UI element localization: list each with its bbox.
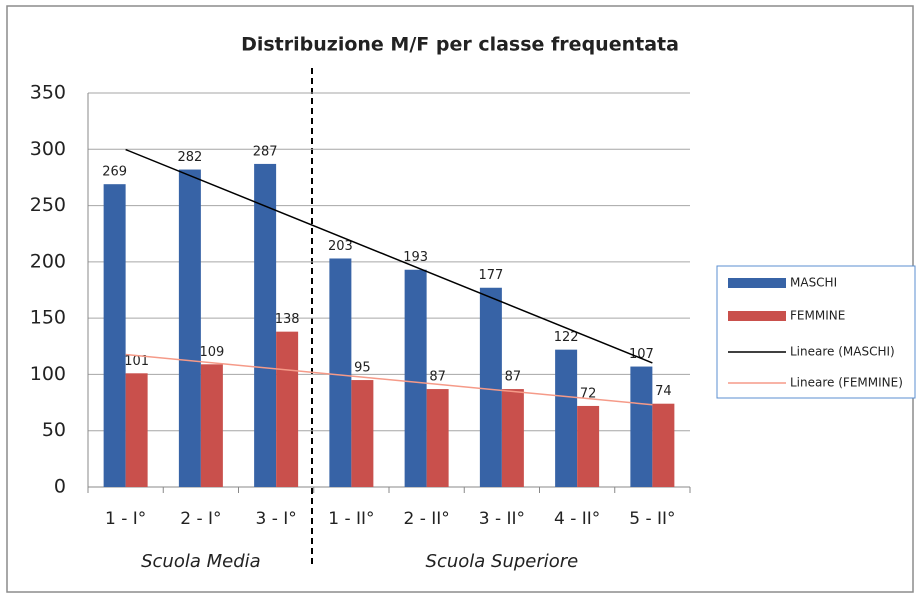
x-tick-label: 1 - II° xyxy=(328,509,374,529)
trend-line xyxy=(125,353,653,406)
data-label: 87 xyxy=(505,370,522,385)
data-label: 101 xyxy=(124,354,149,369)
x-tick-label: 5 - II° xyxy=(629,509,675,529)
bar xyxy=(276,331,299,487)
y-tick-label: 0 xyxy=(54,476,66,498)
legend-swatch xyxy=(728,311,786,321)
x-tick-label: 4 - II° xyxy=(554,509,600,529)
y-tick-label: 350 xyxy=(30,82,66,104)
y-tick-label: 250 xyxy=(30,194,66,216)
legend-label: Lineare (FEMMINE) xyxy=(790,376,903,390)
data-label: 107 xyxy=(629,347,654,362)
x-tick-label: 1 - I° xyxy=(105,509,146,529)
bar xyxy=(479,287,502,487)
legend-label: MASCHI xyxy=(790,276,837,290)
data-label: 109 xyxy=(199,345,224,360)
bar xyxy=(652,403,675,487)
data-label: 269 xyxy=(102,165,127,180)
bar xyxy=(178,169,201,487)
data-label: 95 xyxy=(354,361,371,376)
data-label: 122 xyxy=(554,330,579,345)
data-label: 287 xyxy=(253,144,278,159)
y-tick-label: 150 xyxy=(30,307,66,329)
section-label: Scuola Media xyxy=(141,551,261,572)
bar xyxy=(125,373,148,487)
legend-label: FEMMINE xyxy=(790,309,845,323)
bar xyxy=(200,364,223,487)
data-label: 138 xyxy=(275,312,300,327)
x-tick-label: 3 - I° xyxy=(255,509,296,529)
data-label: 87 xyxy=(429,370,446,385)
bar xyxy=(351,380,374,487)
data-label: 177 xyxy=(478,268,503,283)
legend-label: Lineare (MASCHI) xyxy=(790,345,895,359)
bar xyxy=(577,405,600,487)
y-tick-label: 100 xyxy=(30,363,66,385)
x-tick-label: 3 - II° xyxy=(479,509,525,529)
trend-line xyxy=(125,148,653,364)
bar xyxy=(630,366,653,487)
x-tick-label: 2 - II° xyxy=(403,509,449,529)
data-label: 282 xyxy=(177,150,202,165)
data-label: 203 xyxy=(328,239,353,254)
bar xyxy=(329,258,352,487)
chart-title: Distribuzione M/F per classe frequentata xyxy=(241,34,679,56)
section-label: Scuola Superiore xyxy=(426,551,579,572)
bar xyxy=(254,163,277,488)
bar xyxy=(404,269,427,487)
bar xyxy=(103,184,126,487)
bar xyxy=(555,349,578,487)
y-tick-label: 200 xyxy=(30,250,66,272)
legend-swatch xyxy=(728,278,786,288)
y-tick-label: 50 xyxy=(42,419,66,441)
bar xyxy=(426,389,449,487)
y-tick-label: 300 xyxy=(30,138,66,160)
bar xyxy=(501,389,524,487)
data-label: 74 xyxy=(655,384,672,399)
x-tick-label: 2 - I° xyxy=(180,509,221,529)
data-label: 193 xyxy=(403,250,428,265)
